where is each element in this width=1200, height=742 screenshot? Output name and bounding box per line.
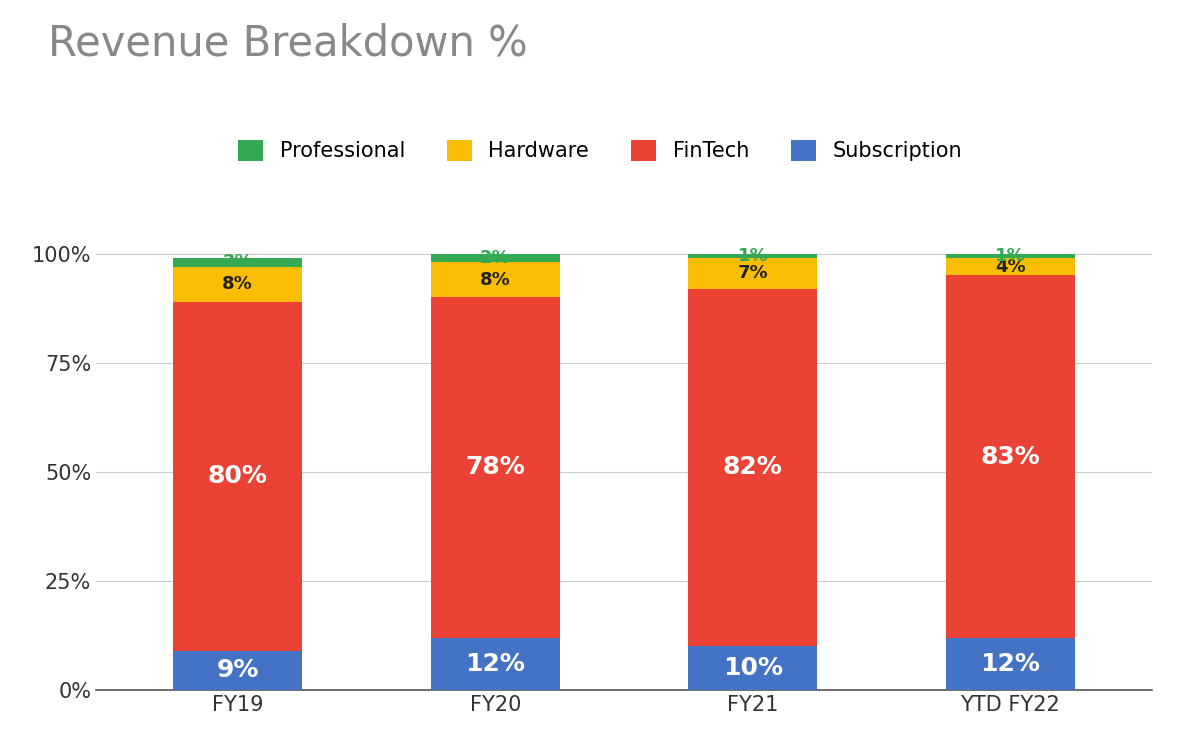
Bar xyxy=(173,266,302,301)
Text: 78%: 78% xyxy=(466,456,526,479)
Bar xyxy=(689,254,817,258)
Text: 80%: 80% xyxy=(208,464,268,488)
Bar xyxy=(689,258,817,289)
Bar xyxy=(689,289,817,646)
Text: 2%: 2% xyxy=(222,253,253,272)
Text: 8%: 8% xyxy=(222,275,253,293)
Text: 9%: 9% xyxy=(216,658,259,683)
Text: 4%: 4% xyxy=(995,257,1026,276)
Text: 1%: 1% xyxy=(995,247,1026,265)
Bar xyxy=(946,275,1075,637)
Text: 83%: 83% xyxy=(980,444,1040,468)
Bar xyxy=(431,637,559,690)
Text: 2%: 2% xyxy=(480,249,510,267)
Text: 12%: 12% xyxy=(466,652,526,676)
Bar xyxy=(173,651,302,690)
Bar xyxy=(431,298,559,637)
Legend: Professional, Hardware, FinTech, Subscription: Professional, Hardware, FinTech, Subscri… xyxy=(228,129,972,171)
Bar xyxy=(173,258,302,266)
Bar xyxy=(946,254,1075,258)
Bar xyxy=(173,301,302,651)
Bar xyxy=(946,258,1075,275)
Bar xyxy=(689,646,817,690)
Bar xyxy=(431,254,559,263)
Text: 8%: 8% xyxy=(480,271,510,289)
Text: 7%: 7% xyxy=(738,264,768,282)
Text: 82%: 82% xyxy=(722,456,782,479)
Text: Revenue Breakdown %: Revenue Breakdown % xyxy=(48,22,528,65)
Text: 12%: 12% xyxy=(980,652,1040,676)
Bar xyxy=(431,263,559,298)
Bar xyxy=(946,637,1075,690)
Text: 10%: 10% xyxy=(722,656,782,680)
Text: 1%: 1% xyxy=(738,247,768,265)
